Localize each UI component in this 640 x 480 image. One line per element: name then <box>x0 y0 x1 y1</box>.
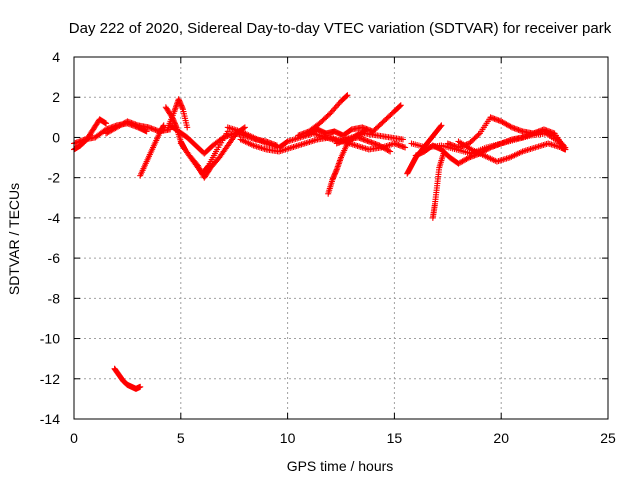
y-tick-label: -14 <box>40 411 60 427</box>
data-point <box>362 127 369 134</box>
data-point <box>562 146 569 153</box>
data-point <box>335 101 342 108</box>
data-point <box>331 105 338 112</box>
data-point <box>507 123 514 130</box>
data-point <box>438 122 445 129</box>
data-point <box>329 107 336 114</box>
data-point <box>440 150 447 157</box>
x-tick-label: 25 <box>600 430 616 446</box>
x-tick-label: 10 <box>280 430 296 446</box>
data-point <box>332 104 339 111</box>
data-point <box>325 111 332 118</box>
data-point <box>103 120 110 127</box>
data-point <box>137 383 144 390</box>
series-track-21 <box>111 365 144 392</box>
series-track-17 <box>429 150 447 221</box>
data-point <box>333 102 340 109</box>
y-tick-label: -4 <box>48 210 61 226</box>
plot-frame <box>73 56 609 420</box>
series-track-1 <box>71 116 110 153</box>
data-point <box>402 144 409 151</box>
grid-lines <box>74 57 608 419</box>
x-tick-label: 20 <box>493 430 509 446</box>
x-tick-label: 5 <box>177 430 185 446</box>
data-point <box>241 124 248 131</box>
data-point <box>558 140 565 147</box>
x-tick-label: 15 <box>387 430 403 446</box>
x-tick-label: 0 <box>70 430 78 446</box>
data-point <box>343 92 350 99</box>
data-point <box>184 124 191 131</box>
y-tick-label: -12 <box>40 371 60 387</box>
chart-title: Day 222 of 2020, Sidereal Day-to-day VTE… <box>69 20 612 37</box>
data-point <box>397 103 404 110</box>
data-point <box>283 139 290 146</box>
data-point <box>387 148 394 155</box>
data-point <box>475 131 482 138</box>
y-tick-label: -8 <box>48 290 61 306</box>
series-track-6 <box>164 96 191 131</box>
data-point <box>363 126 370 133</box>
data-point <box>464 155 471 162</box>
y-tick-label: 2 <box>52 89 60 105</box>
y-tick-label: 4 <box>52 49 60 65</box>
data-points <box>71 92 569 392</box>
series-track-20 <box>408 130 565 157</box>
data-point <box>328 108 335 115</box>
series-track-14 <box>333 134 394 155</box>
series-track-4 <box>137 122 167 179</box>
data-point <box>399 136 406 143</box>
data-point <box>344 92 351 99</box>
data-point <box>397 102 404 109</box>
data-point <box>437 123 444 130</box>
y-tick-label: -2 <box>48 170 61 186</box>
y-axis-label: SDTVAR / TECUs <box>6 183 22 295</box>
y-tick-label: -10 <box>40 331 60 347</box>
y-tick-label: -6 <box>48 250 61 266</box>
series-track-19 <box>455 138 569 165</box>
x-axis-label: GPS time / hours <box>287 458 394 474</box>
y-tick-label: 0 <box>52 129 60 145</box>
data-point <box>160 122 167 129</box>
data-point <box>385 147 392 154</box>
